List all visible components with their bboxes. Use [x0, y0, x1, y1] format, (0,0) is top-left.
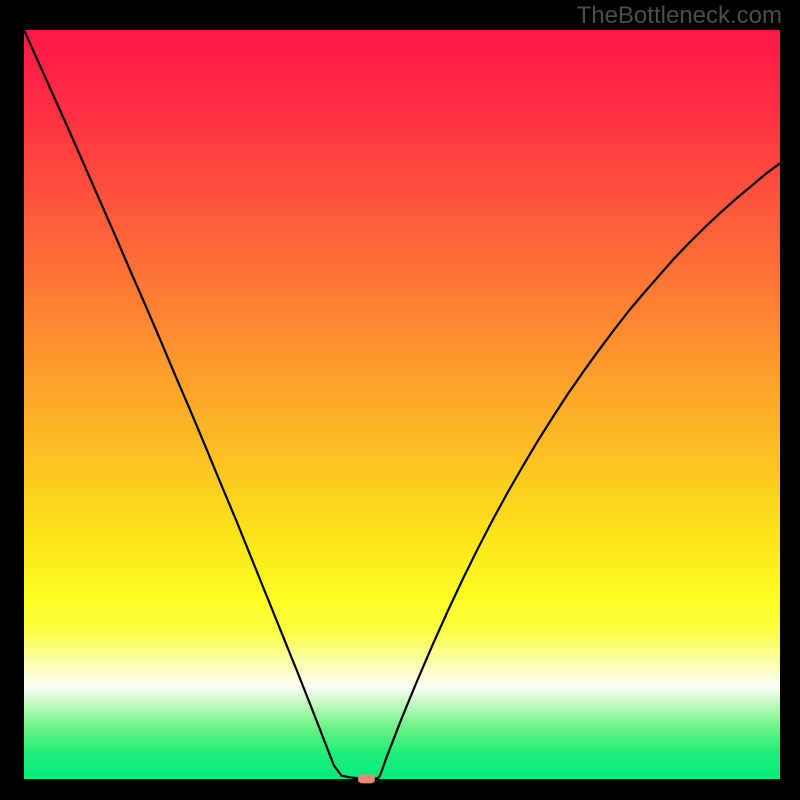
optimum-marker — [358, 774, 375, 783]
bottleneck-chart — [0, 0, 800, 800]
chart-background — [24, 30, 780, 779]
chart-frame: { "watermark": { "text": "TheBottleneck.… — [0, 0, 800, 800]
